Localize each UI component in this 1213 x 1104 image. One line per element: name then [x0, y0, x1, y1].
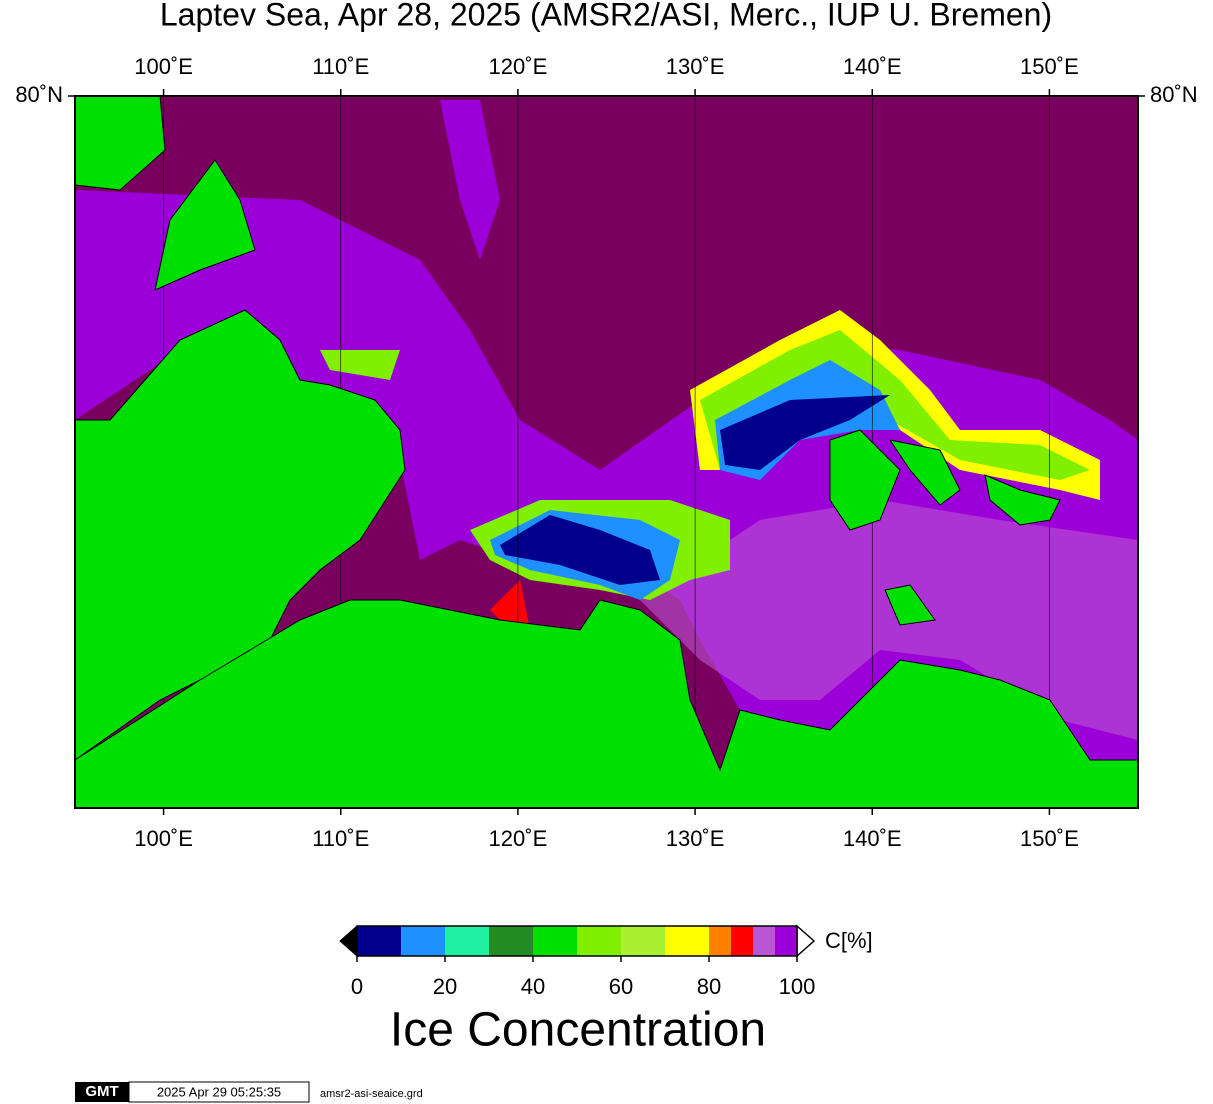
colorbar-segment [577, 926, 621, 956]
colorbar-frame [356, 925, 798, 957]
colorbar-segment [665, 926, 709, 956]
logo-box [75, 1082, 129, 1102]
x-tick-label: 150˚E [1020, 826, 1079, 851]
colorbar-segment [731, 926, 753, 956]
x-tick-label: 130˚E [666, 54, 725, 79]
colorbar-segment [489, 926, 533, 956]
colorbar-tick-label: 0 [351, 974, 363, 999]
x-tick-label: 140˚E [843, 826, 902, 851]
y-tick-label: 80˚N [1150, 82, 1198, 107]
x-tick-label: 120˚E [489, 54, 548, 79]
map-frame [74, 95, 1139, 809]
logo: GMT [85, 1083, 118, 1100]
colorbar-tick-label: 80 [697, 974, 721, 999]
colorbar-tick-label: 20 [433, 974, 457, 999]
x-tick-label: 130˚E [666, 826, 725, 851]
map-title: Laptev Sea, Apr 28, 2025 (AMSR2/ASI, Mer… [160, 0, 1052, 32]
filename: amsr2-asi-seaice.grd [320, 1088, 423, 1100]
x-tick-label: 150˚E [1020, 54, 1079, 79]
colorbar-segment [753, 926, 775, 956]
colorbar-segment [401, 926, 445, 956]
x-tick-label: 100˚E [134, 54, 193, 79]
colorbar-tick-label: 100 [779, 974, 816, 999]
colorbar-segment [775, 926, 797, 956]
colorbar-high-arrow [796, 924, 816, 958]
timestamp-box [128, 1081, 310, 1103]
colorbar-label: Ice Concentration [390, 1004, 766, 1057]
timestamp: 2025 Apr 29 05:25:35 [157, 1084, 281, 1099]
colorbar-segment [709, 926, 731, 956]
x-tick-label: 100˚E [134, 826, 193, 851]
x-tick-label: 110˚E [312, 54, 369, 79]
y-tick-label: 80˚N [15, 82, 63, 107]
colorbar-tick-label: 40 [521, 974, 545, 999]
land [74, 95, 1139, 809]
colorbar-tick-label: 60 [609, 974, 633, 999]
colorbar-segment [445, 926, 489, 956]
x-tick-label: 110˚E [312, 826, 369, 851]
x-tick-label: 140˚E [843, 54, 902, 79]
colorbar-low-arrow [339, 924, 358, 958]
colorbar-segment [533, 926, 577, 956]
x-tick-label: 120˚E [489, 826, 548, 851]
colorbar-segment [357, 926, 401, 956]
colorbar-segment [621, 926, 665, 956]
colorbar-unit: C[%] [825, 928, 873, 953]
